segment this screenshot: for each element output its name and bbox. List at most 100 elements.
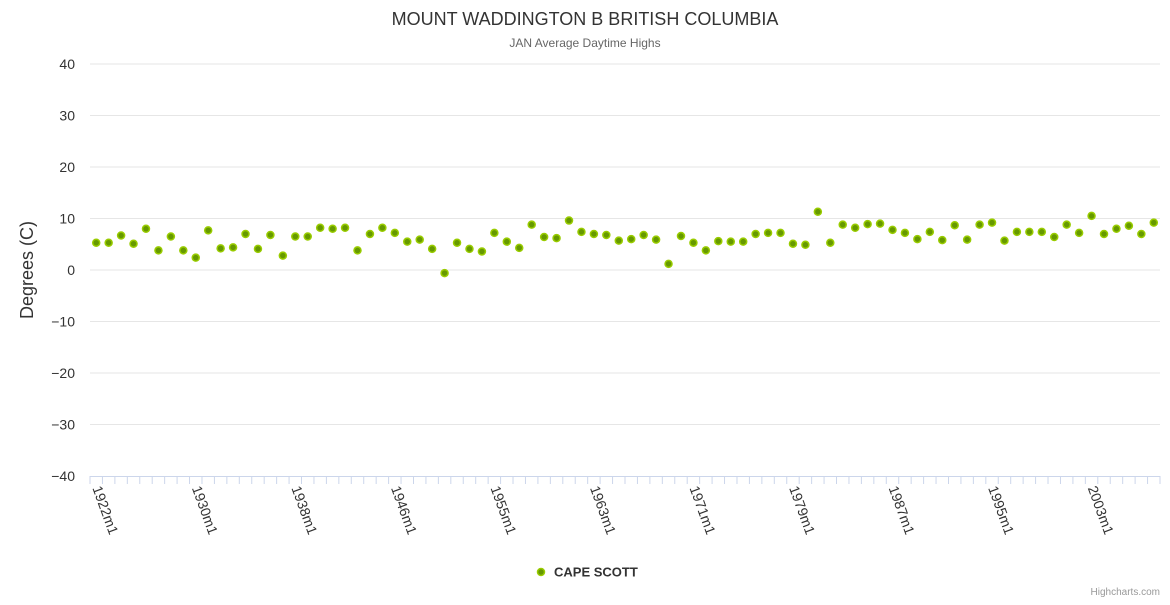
data-point[interactable] <box>378 223 387 233</box>
data-point[interactable] <box>962 235 972 244</box>
data-point[interactable] <box>826 238 835 247</box>
data-point[interactable] <box>179 246 188 255</box>
data-point[interactable] <box>950 220 959 230</box>
data-point[interactable] <box>440 268 449 278</box>
data-point[interactable] <box>452 238 462 247</box>
data-point[interactable] <box>676 231 686 241</box>
data-point[interactable] <box>813 207 823 217</box>
data-point[interactable] <box>863 219 872 229</box>
data-point[interactable] <box>614 236 624 245</box>
data-point[interactable] <box>1074 228 1084 238</box>
data-point[interactable] <box>888 225 897 235</box>
data-point[interactable] <box>241 229 250 239</box>
x-axis: 1922m1 1930m1 1938m1 1946m1 1955m1 1963m1 1971… <box>89 476 1161 537</box>
data-point[interactable] <box>465 244 474 254</box>
data-point[interactable] <box>975 220 984 229</box>
data-point[interactable] <box>838 220 847 229</box>
data-point[interactable] <box>913 234 922 244</box>
data-point[interactable] <box>689 238 698 247</box>
data-point[interactable] <box>129 239 138 248</box>
x-tick-label: 1995m1 <box>985 484 1017 537</box>
data-point[interactable] <box>776 228 785 238</box>
data-point[interactable] <box>303 232 312 241</box>
data-point[interactable] <box>552 233 561 243</box>
data-point[interactable] <box>602 230 611 240</box>
data-point[interactable] <box>1049 232 1059 242</box>
data-point[interactable] <box>651 235 661 244</box>
data-point[interactable] <box>104 238 113 247</box>
data-point[interactable] <box>1137 229 1146 239</box>
data-point[interactable] <box>427 244 437 254</box>
data-point[interactable] <box>365 229 375 239</box>
data-point[interactable] <box>253 244 263 254</box>
data-point[interactable] <box>266 230 275 240</box>
credits-link[interactable]: Highcharts.com <box>1091 587 1160 598</box>
data-point[interactable] <box>539 232 549 242</box>
data-point[interactable] <box>714 236 723 246</box>
data-point[interactable] <box>1037 227 1047 237</box>
data-point[interactable] <box>763 228 773 238</box>
data-point[interactable] <box>1149 218 1159 227</box>
data-point[interactable] <box>502 237 512 246</box>
data-point[interactable] <box>216 244 225 253</box>
data-point[interactable] <box>639 230 648 240</box>
data-point[interactable] <box>925 227 935 237</box>
data-point[interactable] <box>1112 224 1121 234</box>
data-point[interactable] <box>353 246 362 255</box>
x-tick-label: 1930m1 <box>189 484 221 537</box>
data-point[interactable] <box>328 224 337 234</box>
y-tick-label: −10 <box>51 314 75 330</box>
data-point[interactable] <box>987 218 997 227</box>
data-point[interactable] <box>801 240 810 250</box>
data-point[interactable] <box>340 223 350 233</box>
data-point[interactable] <box>315 223 325 233</box>
data-point[interactable] <box>738 237 748 246</box>
data-point[interactable] <box>788 239 798 248</box>
data-point[interactable] <box>564 216 574 225</box>
y-axis: 40 30 20 10 0 −10 −20 −30 −40 <box>51 56 75 484</box>
data-point[interactable] <box>203 226 213 235</box>
data-point[interactable] <box>577 227 586 237</box>
data-point[interactable] <box>589 229 599 239</box>
data-point[interactable] <box>228 243 238 252</box>
x-tick-label: 1946m1 <box>388 484 420 537</box>
data-point[interactable] <box>116 231 126 240</box>
x-tick-label: 1979m1 <box>786 484 818 537</box>
x-tick-label: 1938m1 <box>288 484 320 537</box>
data-point[interactable] <box>701 246 711 255</box>
legend[interactable]: CAPE SCOTT <box>536 565 638 580</box>
legend-label-cape-scott[interactable]: CAPE SCOTT <box>554 565 638 580</box>
data-point[interactable] <box>1087 211 1096 221</box>
data-point[interactable] <box>490 228 499 238</box>
data-point[interactable] <box>154 246 163 255</box>
data-point[interactable] <box>1025 227 1034 237</box>
data-point[interactable] <box>875 219 885 228</box>
data-point[interactable] <box>938 235 947 245</box>
data-point[interactable] <box>514 243 524 253</box>
x-tick-label: 2003m1 <box>1085 484 1117 537</box>
data-point[interactable] <box>726 237 736 246</box>
data-points <box>91 207 1159 278</box>
data-point[interactable] <box>527 220 536 229</box>
data-point[interactable] <box>900 228 910 238</box>
data-point[interactable] <box>1099 229 1109 239</box>
data-point[interactable] <box>291 232 300 241</box>
data-point[interactable] <box>191 253 201 262</box>
data-point[interactable] <box>390 228 400 238</box>
data-point[interactable] <box>626 234 636 244</box>
data-point[interactable] <box>141 224 151 234</box>
y-tick-label: −20 <box>51 365 75 381</box>
data-point[interactable] <box>403 237 412 246</box>
data-point[interactable] <box>850 223 860 233</box>
data-point[interactable] <box>664 259 673 269</box>
data-point[interactable] <box>91 238 101 247</box>
data-point[interactable] <box>1012 227 1022 237</box>
data-point[interactable] <box>477 247 487 256</box>
data-point[interactable] <box>1000 236 1009 245</box>
data-point[interactable] <box>166 232 176 241</box>
data-point[interactable] <box>1124 221 1134 230</box>
data-point[interactable] <box>415 235 424 244</box>
data-point[interactable] <box>751 229 760 239</box>
data-point[interactable] <box>1062 220 1071 229</box>
data-point[interactable] <box>278 251 288 260</box>
